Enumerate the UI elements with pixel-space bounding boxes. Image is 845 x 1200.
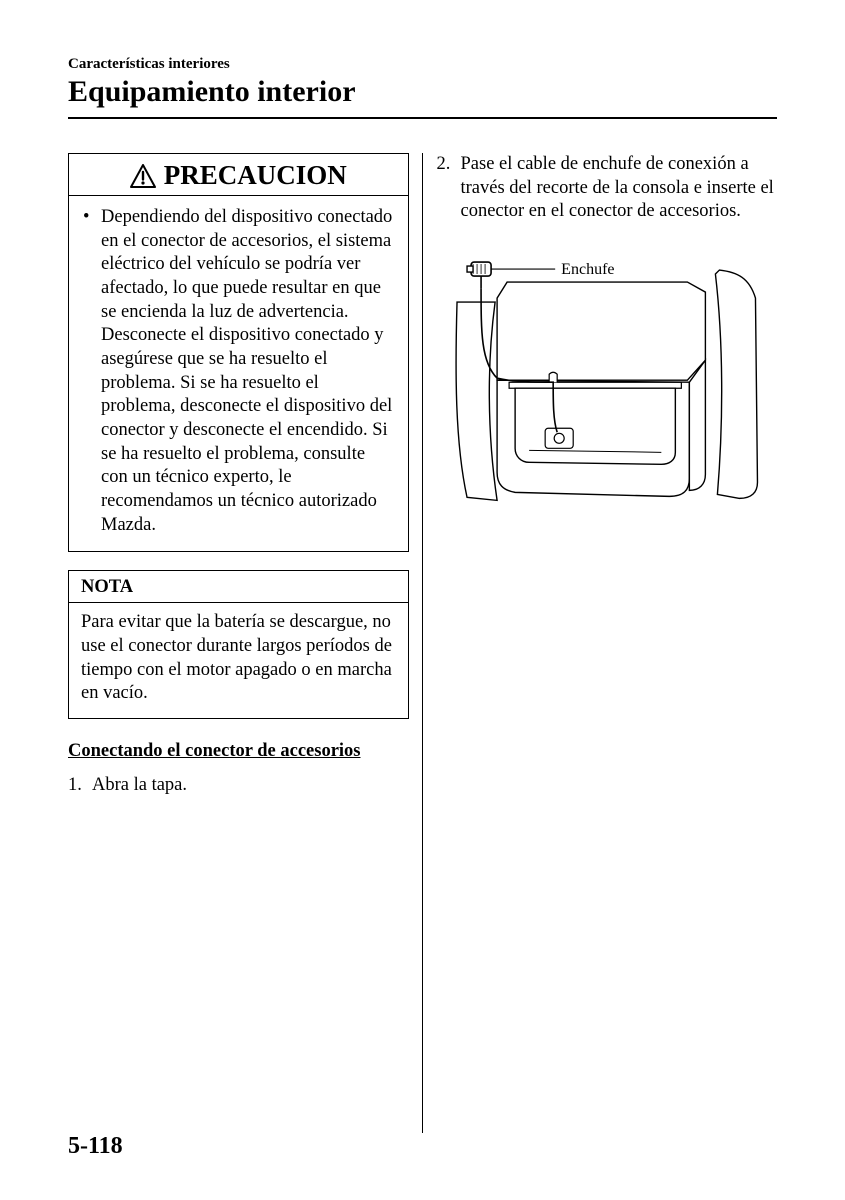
caution-body: • Dependiendo del dispositivo conectado … (69, 196, 408, 551)
two-column-layout: PRECAUCION • Dependiendo del dispositivo… (68, 153, 777, 806)
left-column: PRECAUCION • Dependiendo del dispositivo… (68, 153, 423, 806)
plug-icon (467, 262, 491, 288)
note-text: Para evitar que la batería se descargue,… (69, 603, 408, 718)
console-illustration: Enchufe (437, 232, 778, 512)
warning-triangle-icon (130, 164, 156, 188)
subheading: Conectando el conector de accesorios (68, 741, 409, 762)
step-2: 2. Pase el cable de enchufe de conexión … (437, 153, 778, 224)
breadcrumb: Características interiores (68, 56, 777, 73)
step-text: Pase el cable de enchufe de conexión a t… (461, 153, 778, 224)
step-number: 2. (437, 153, 461, 224)
caution-title: PRECAUCION (69, 154, 408, 196)
step-1: 1. Abra la tapa. (68, 774, 409, 798)
right-column: 2. Pase el cable de enchufe de conexión … (423, 153, 778, 806)
manual-page: Características interiores Equipamiento … (0, 0, 845, 1200)
bullet-mark: • (83, 206, 101, 537)
header-rule (68, 117, 777, 119)
step-text: Abra la tapa. (92, 774, 409, 798)
note-box: NOTA Para evitar que la batería se desca… (68, 570, 409, 719)
figure-console: Enchufe (437, 232, 778, 517)
caution-bullet-text: Dependiendo del dispositivo conectado en… (101, 206, 394, 537)
page-title: Equipamiento interior (68, 75, 777, 109)
caution-label: PRECAUCION (164, 160, 347, 191)
step-number: 1. (68, 774, 92, 798)
figure-label: Enchufe (561, 261, 614, 278)
page-number: 5-118 (68, 1133, 123, 1160)
note-label: NOTA (69, 571, 408, 603)
caution-box: PRECAUCION • Dependiendo del dispositivo… (68, 153, 409, 552)
